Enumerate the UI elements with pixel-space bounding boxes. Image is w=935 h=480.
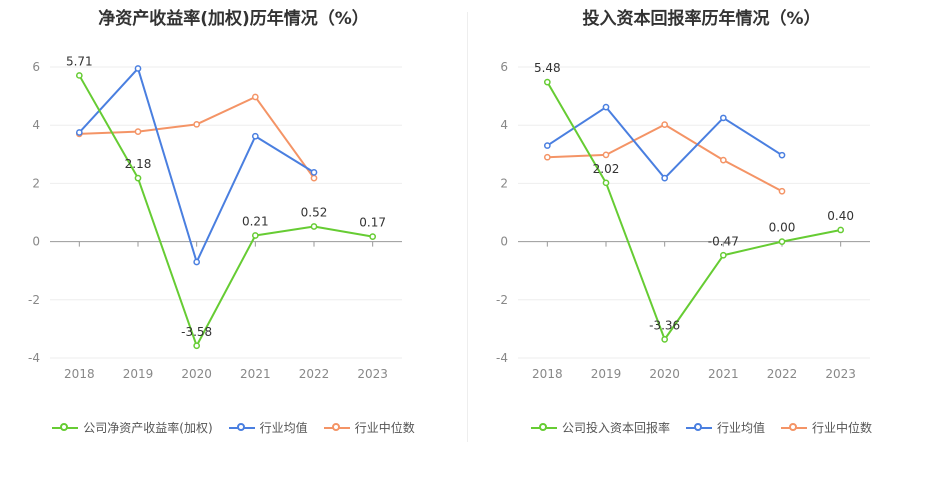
data-label: 5.48 bbox=[534, 61, 561, 75]
legend-label: 行业均值 bbox=[716, 421, 765, 435]
legend-label: 行业中位数 bbox=[812, 421, 873, 435]
roe-line-chart: -4 -2 0 2 4 6 2018 2019 2020 2021 2022 2023 5.71 2.18… bbox=[28, 54, 402, 381]
y-tick-label: 6 bbox=[500, 60, 508, 74]
data-point bbox=[251, 232, 259, 239]
data-point bbox=[719, 251, 727, 259]
x-tick-label: 2022 bbox=[299, 367, 330, 381]
data-point bbox=[543, 153, 551, 161]
data-point bbox=[310, 174, 318, 182]
data-point bbox=[193, 342, 201, 350]
data-point bbox=[310, 168, 318, 176]
legend-item-company[interactable]: 公司投入资本回报率 bbox=[530, 419, 670, 436]
data-point bbox=[134, 128, 142, 135]
data-label: -3.36 bbox=[649, 318, 680, 332]
data-point bbox=[543, 78, 551, 86]
x-tick-label: 2019 bbox=[123, 367, 154, 381]
y-tick-label: 6 bbox=[32, 60, 40, 74]
chart-panel-roic: 投入资本回报率历年情况（%） -4 -2 0 2 4 6 2018 2019 2020 2021 2… bbox=[468, 0, 935, 480]
y-tick-label: 2 bbox=[32, 176, 40, 190]
data-label: 0.21 bbox=[242, 214, 269, 228]
x-tick-label: 2022 bbox=[767, 367, 798, 381]
x-tick-label: 2023 bbox=[825, 367, 856, 381]
legend-swatch-green bbox=[530, 422, 557, 434]
legend-label: 行业均值 bbox=[259, 421, 308, 435]
data-point bbox=[837, 226, 845, 234]
data-point bbox=[778, 151, 786, 159]
legend-label: 公司净资产收益率(加权) bbox=[83, 421, 213, 435]
x-tick-label: 2020 bbox=[181, 367, 212, 381]
series-line bbox=[78, 74, 373, 347]
y-tick-label: -2 bbox=[496, 293, 508, 307]
legend-label: 行业中位数 bbox=[354, 421, 415, 435]
data-point bbox=[602, 103, 610, 111]
data-label: 0.00 bbox=[769, 221, 796, 235]
x-tick-label: 2018 bbox=[532, 367, 563, 381]
x-tick-label: 2023 bbox=[357, 367, 388, 381]
legend-label: 公司投入资本回报率 bbox=[561, 421, 670, 435]
series-line bbox=[78, 67, 315, 263]
legend-swatch-orange bbox=[781, 422, 807, 434]
y-tick-label: 4 bbox=[32, 118, 40, 132]
x-tick-label: 2019 bbox=[591, 367, 622, 381]
data-point bbox=[251, 93, 259, 101]
data-label: 5.71 bbox=[66, 54, 93, 68]
y-tick-label: -4 bbox=[496, 351, 508, 365]
data-point bbox=[602, 151, 610, 159]
x-tick-label: 2020 bbox=[649, 367, 680, 381]
data-point bbox=[661, 336, 669, 343]
data-point bbox=[661, 174, 669, 182]
data-label: 2.02 bbox=[593, 162, 620, 176]
series-line bbox=[546, 81, 841, 341]
data-point bbox=[778, 187, 786, 195]
chart-legend: 公司净资产收益率(加权) 行业均值 行业中位数 bbox=[0, 419, 467, 436]
chart-title: 投入资本回报率历年情况（%） bbox=[582, 9, 821, 29]
legend-swatch-green bbox=[52, 422, 79, 434]
legend-swatch-blue bbox=[228, 422, 255, 434]
data-label: 0.52 bbox=[301, 205, 328, 219]
data-point bbox=[75, 129, 83, 136]
data-label: -3.58 bbox=[181, 325, 212, 339]
data-label: 0.40 bbox=[827, 209, 854, 223]
x-tick-label: 2021 bbox=[240, 367, 271, 381]
legend-swatch-blue bbox=[685, 422, 712, 434]
x-tick-label: 2018 bbox=[64, 367, 95, 381]
data-point bbox=[310, 223, 318, 230]
data-point bbox=[719, 156, 727, 164]
chart-panel-roe: 净资产收益率(加权)历年情况（%） -4 -2 0 2 4 6 2018 2019 2020 20… bbox=[0, 0, 467, 480]
data-label: 0.17 bbox=[359, 216, 386, 230]
y-tick-label: -4 bbox=[28, 351, 40, 365]
y-tick-label: -2 bbox=[28, 293, 40, 307]
data-point bbox=[369, 233, 377, 241]
data-point bbox=[134, 65, 142, 72]
data-point bbox=[719, 114, 727, 122]
y-tick-label: 0 bbox=[500, 235, 508, 249]
data-point bbox=[543, 142, 551, 149]
chart-legend: 公司投入资本回报率 行业均值 行业中位数 bbox=[468, 419, 935, 436]
data-point bbox=[661, 121, 669, 128]
panel-divider bbox=[467, 12, 468, 442]
legend-item-company[interactable]: 公司净资产收益率(加权) bbox=[52, 419, 213, 436]
legend-item-industry-mean[interactable]: 行业均值 bbox=[685, 419, 765, 436]
chart-title: 净资产收益率(加权)历年情况（%） bbox=[98, 9, 369, 29]
roic-line-chart: -4 -2 0 2 4 6 2018 2019 2020 2021 2022 2023 5.48 2.02… bbox=[496, 60, 870, 381]
data-point bbox=[602, 179, 610, 187]
legend-item-industry-mean[interactable]: 行业均值 bbox=[228, 419, 308, 436]
y-tick-label: 2 bbox=[500, 176, 508, 190]
data-point bbox=[778, 238, 786, 245]
legend-swatch-orange bbox=[323, 422, 350, 434]
data-label: 2.18 bbox=[125, 157, 152, 171]
y-tick-label: 4 bbox=[500, 118, 508, 132]
legend-item-industry-median[interactable]: 行业中位数 bbox=[781, 419, 872, 436]
data-point bbox=[193, 120, 201, 128]
data-label: -0.47 bbox=[708, 234, 739, 248]
data-point bbox=[134, 174, 142, 182]
data-point bbox=[251, 132, 259, 140]
legend-item-industry-median[interactable]: 行业中位数 bbox=[323, 419, 415, 436]
x-tick-label: 2021 bbox=[708, 367, 739, 381]
y-tick-label: 0 bbox=[32, 235, 40, 249]
data-point bbox=[193, 258, 201, 266]
data-point bbox=[75, 72, 83, 79]
